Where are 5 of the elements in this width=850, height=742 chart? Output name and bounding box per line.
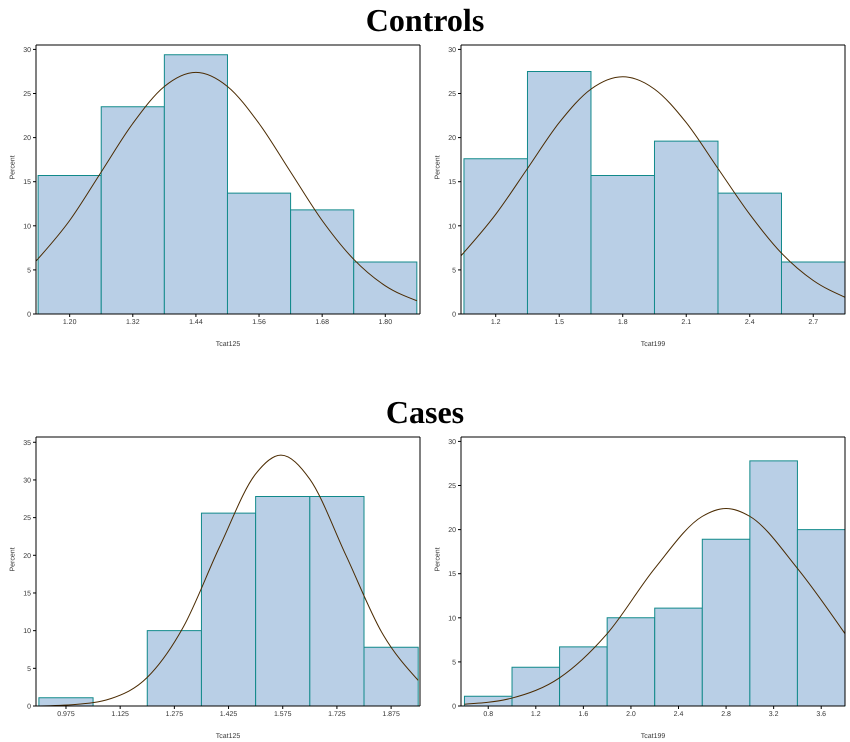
- line-series: [36, 72, 418, 302]
- chart-title: Cases: [384, 393, 466, 432]
- line-series: [461, 76, 845, 298]
- line-series: [464, 508, 845, 705]
- chart-title: Controls: [364, 1, 486, 40]
